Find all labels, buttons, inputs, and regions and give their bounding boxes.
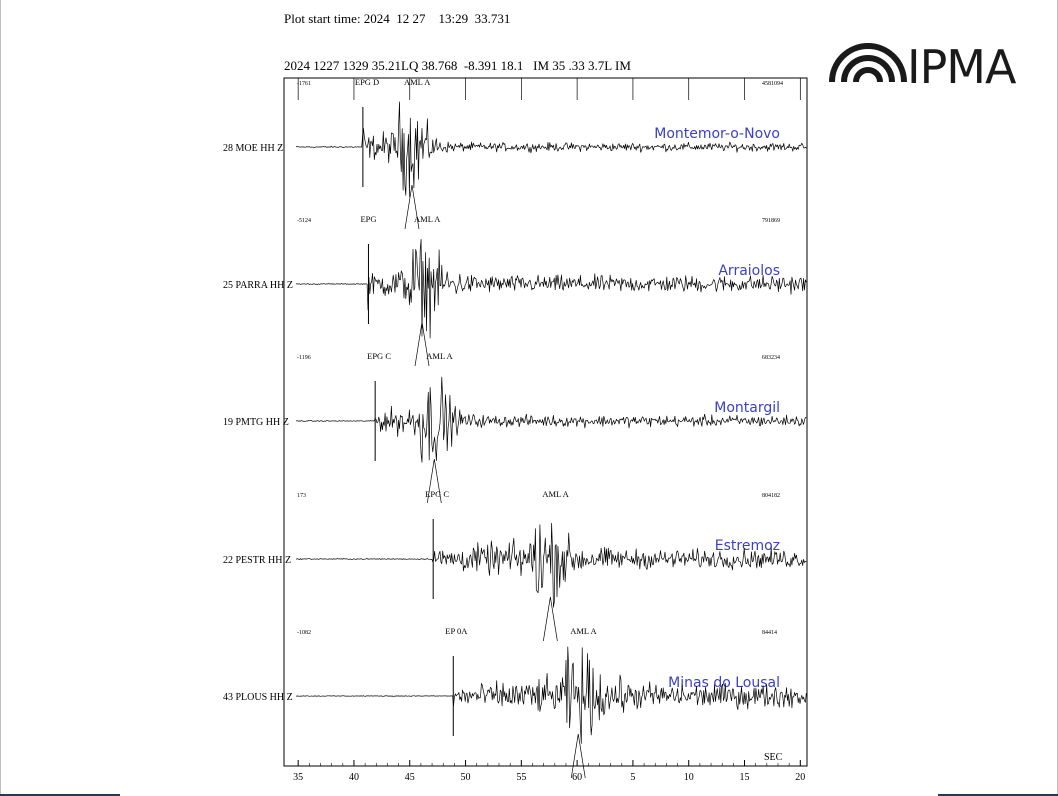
phase-pick-label: AML A [414,214,441,224]
phase-pick-label: EP 0A [445,626,468,636]
waveform-line [295,646,807,744]
amplitude-pick-marker [570,733,586,779]
right-margin-band [938,0,1058,796]
station-label: 43 PLOUS HH Z [223,692,293,703]
amplitude-min-label: -1761 [297,81,311,87]
phase-pick-label: AML A [426,351,453,361]
station-label: 28 MOE HH Z [223,143,283,154]
logo-text: IPMA [907,40,1017,90]
station-label: 25 PARRA HH Z [223,280,293,291]
station-site-name: Arraiolos [718,263,780,279]
amplitude-max-label: 804182 [762,493,780,499]
top-minor-ticks [297,78,801,100]
x-tick-label: 50 [461,772,471,783]
plot-frame [283,77,808,767]
waveform-line [295,376,807,463]
event-info-line: 2024 1227 1329 35.21LQ 38.768 -8.391 18.… [284,58,631,73]
amplitude-min-label: -1082 [297,630,311,636]
station-label: 19 PMTG HH Z [223,417,289,428]
amplitude-max-label: 4581094 [762,81,783,87]
left-margin-band [0,0,120,796]
phase-pick-label: EPG [360,214,376,224]
waveform-line [296,239,807,339]
amplitude-max-label: 84414 [762,630,777,636]
amplitude-min-label: -1196 [297,355,311,361]
amplitude-max-label: 791869 [762,218,780,224]
x-tick-label: 15 [740,772,750,783]
station-site-name: Estremoz [715,538,780,554]
x-axis-unit-label: SEC [764,752,783,763]
phase-pick-label: EPG C [425,489,449,499]
traces-group: 28 MOE HH Z -1761 4581094 Montemor-o-Novo EP… [223,77,807,779]
phase-pick-label: EPG C [367,351,391,361]
amplitude-min-label: 173 [297,493,306,499]
phase-pick-label: AML A [404,77,431,87]
left-edge-line [0,0,1,794]
x-tick-label: 20 [795,772,805,783]
trace-montemor-o-novo: 28 MOE HH Z -1761 4581094 Montemor-o-Novo EP… [223,77,807,230]
ipma-logo: IPMA [829,40,1018,90]
amplitude-max-label: 683234 [762,355,780,361]
trace-arraiolos: 25 PARRA HH Z -5124 791869 Arraiolos EPG AML … [223,214,807,367]
station-site-name: Montargil [714,400,780,416]
phase-pick-label: EPG D [355,77,379,87]
x-tick-label: 10 [684,772,694,783]
x-tick-label: 60 [572,772,582,783]
phase-pick-label: AML A [570,626,597,636]
phase-pick-label: AML A [542,489,569,499]
station-site-name: Montemor-o-Novo [654,126,780,142]
x-tick-label: 45 [405,772,415,783]
x-tick-label: 55 [516,772,526,783]
amplitude-min-label: -5124 [297,218,311,224]
plot-start-time: Plot start time: 2024 12 27 13:29 33.731 [284,11,511,26]
waveform-line [295,101,807,197]
trace-montargil: 19 PMTG HH Z -1196 683234 Montargil EPG C AML… [223,351,807,504]
x-tick-label: 5 [630,772,635,783]
x-axis-ticks: 35 40 45 50 55 60 5 10 15 20 [293,760,805,783]
ipma-arcs-icon [829,43,907,83]
trace-estremoz: 22 PESTR HH Z 173 804182 Estremoz EPG C AML A [223,489,807,642]
waveform-line [295,522,807,608]
amplitude-pick-marker [543,596,558,642]
x-tick-label: 35 [293,772,303,783]
station-label: 22 PESTR HH Z [223,555,291,566]
amplitude-pick-marker [404,184,420,230]
x-tick-label: 40 [349,772,359,783]
amplitude-pick-marker [426,458,442,504]
